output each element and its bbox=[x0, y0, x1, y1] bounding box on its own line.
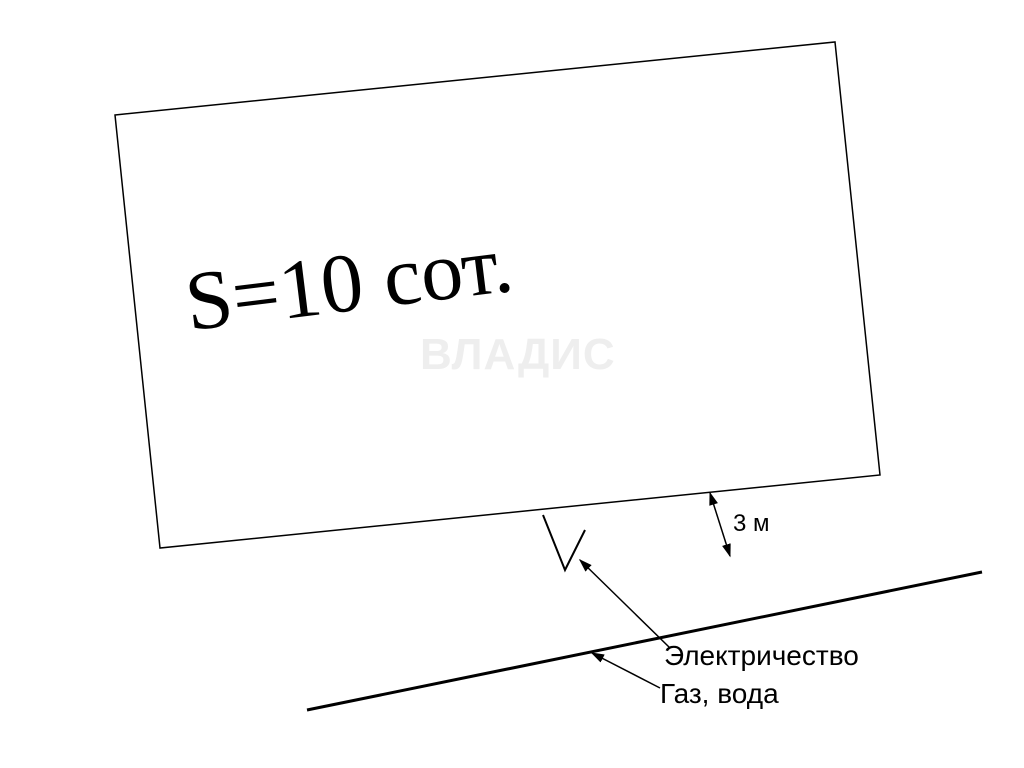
annotation-arrow-gas-water bbox=[592, 653, 660, 688]
annotation-arrow-electricity bbox=[580, 560, 670, 648]
plot-diagram-svg bbox=[0, 0, 1024, 768]
dimension-arrow bbox=[710, 493, 730, 556]
annotation-label-gas-water: Газ, вода bbox=[660, 678, 779, 710]
dimension-label: 3 м bbox=[733, 510, 770, 538]
utility-line bbox=[307, 572, 982, 710]
entrance-mark bbox=[543, 515, 585, 570]
annotation-label-electricity: Электричество bbox=[664, 640, 859, 672]
